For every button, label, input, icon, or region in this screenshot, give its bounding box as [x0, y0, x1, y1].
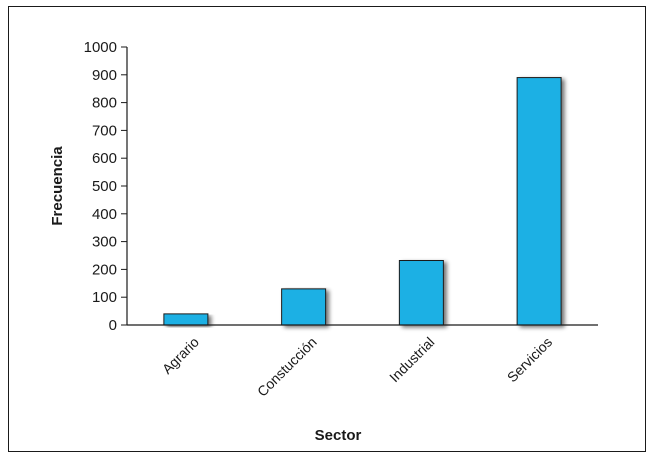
bar-agrario	[163, 313, 209, 326]
y-tick-label: 200	[92, 261, 117, 278]
bars-group	[163, 77, 562, 326]
x-tick-label: Agrario	[159, 334, 202, 377]
y-tick-label: 1000	[84, 39, 117, 56]
x-tick-label: Industrial	[386, 334, 437, 385]
x-axis-labels: Agrario Constucción Industrial Servicios	[159, 334, 555, 400]
y-axis-ticks: 0 100 200 300 400 500 600 700 800 900 1000	[84, 39, 127, 334]
y-axis-title: Frecuencia	[49, 146, 66, 226]
bar-servicios	[516, 77, 562, 326]
x-tick-label: Constucción	[254, 334, 320, 400]
y-tick-label: 300	[92, 234, 117, 251]
y-tick-label: 0	[109, 317, 117, 334]
x-axis-title: Sector	[315, 427, 362, 444]
y-tick-label: 100	[92, 289, 117, 306]
axes	[126, 47, 598, 326]
y-tick-label: 800	[92, 95, 117, 112]
y-tick-label: 400	[92, 206, 117, 223]
y-tick-label: 900	[92, 67, 117, 84]
bar-industrial	[398, 260, 444, 326]
x-tick-label: Servicios	[504, 334, 555, 385]
y-tick-label: 500	[92, 178, 117, 195]
y-tick-label: 600	[92, 150, 117, 167]
bar-constucción	[281, 288, 327, 326]
y-tick-label: 700	[92, 122, 117, 139]
